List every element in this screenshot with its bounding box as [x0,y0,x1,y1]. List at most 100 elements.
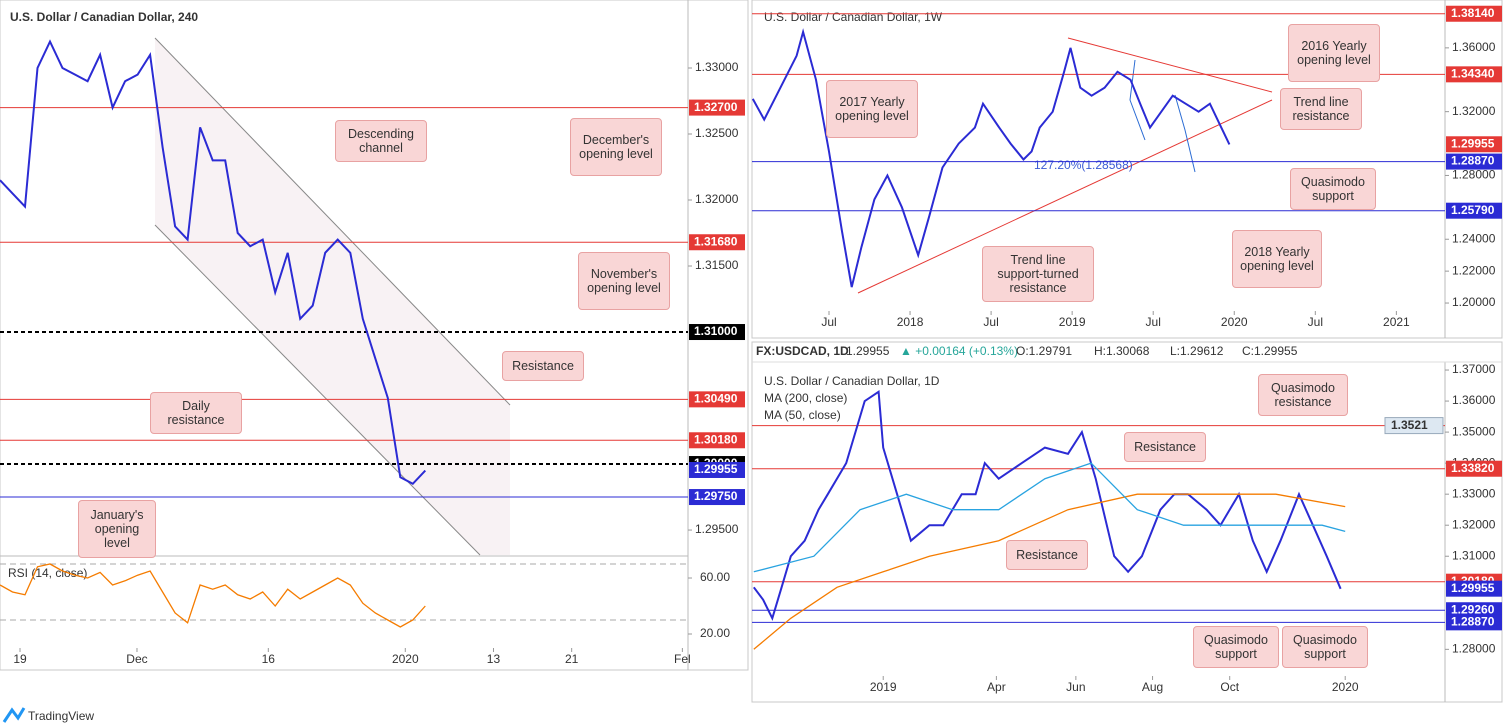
price-marker [689,391,745,408]
y-tick-label: 1.36000 [1452,40,1496,54]
price-marker [1384,417,1444,435]
x-tick-label: Jul [1146,315,1161,329]
moving-average [753,493,1346,650]
price-marker [1446,460,1502,477]
price-marker-label: 1.3521 [1391,418,1428,432]
y-tick-label: 1.32000 [1452,104,1496,118]
indicator-name: MA (200, close) [764,391,847,405]
price-marker [1446,5,1502,22]
quote-change: ▲ +0.00164 (+0.13%) [900,344,1018,358]
price-marker [689,461,745,478]
price-marker-label: 1.29260 [1451,602,1495,616]
price-marker-label: 1.29955 [1451,581,1495,595]
x-tick-label: 2020 [1332,680,1359,694]
x-tick-label: Dec [126,652,147,666]
projection-arrow [1129,59,1146,141]
y-tick-label: 1.22000 [1452,263,1496,277]
x-tick-label: 16 [262,652,276,666]
x-tick-label: 13 [487,652,501,666]
price-marker [1446,136,1502,153]
price-marker-label: 1.38140 [1451,6,1495,20]
annotation: 2016 Yearly opening level [1288,24,1380,82]
x-tick-label: Fel [674,652,691,666]
y-tick-label: 1.32000 [1452,517,1496,531]
trend-line [857,99,1273,294]
annotation: Quasimodo support [1290,168,1376,210]
price-marker-label: 1.33820 [1451,461,1495,475]
rsi-line [0,563,426,628]
price-marker [689,489,745,506]
x-tick-label: 2021 [1383,315,1410,329]
price-marker-label: 1.30180 [694,432,738,446]
x-tick-label: Jul [983,315,998,329]
annotation: Trend line resistance [1280,88,1362,130]
price-marker-label: 1.32700 [694,100,738,114]
x-tick-label: 21 [565,652,579,666]
price-marker-label: 1.25790 [1451,203,1495,217]
annotation: November's opening level [578,252,670,310]
price-marker [689,234,745,251]
y-tick-label: 1.33000 [695,60,739,74]
price-line [0,39,427,486]
price-marker-label: 1.34340 [1451,67,1495,81]
quote-symbol: FX:USDCAD, 1D [756,344,849,358]
annotation: Quasimodo support [1282,626,1368,668]
y-tick-label: 1.33000 [1452,486,1496,500]
chart-title: U.S. Dollar / Canadian Dollar, 1W [764,10,943,24]
annotation: Quasimodo resistance [1258,374,1348,416]
y-tick-label: 1.31000 [1452,548,1496,562]
fib-label: 127.20%(1.28568) [1034,158,1133,172]
price-marker-label: 1.28870 [1451,154,1495,168]
moving-average [753,462,1346,573]
price-marker [1446,580,1502,597]
price-line [751,28,1231,288]
channel-fill [155,38,510,555]
price-marker [689,324,745,341]
price-marker [689,99,745,116]
footer-brand: TradingView [28,709,94,723]
x-tick-label: 2018 [897,315,924,329]
x-tick-label: Jul [1308,315,1323,329]
y-tick-label: 1.32000 [695,192,739,206]
price-marker-label: 1.29955 [1451,136,1495,150]
y-tick-label: 1.24000 [1452,231,1496,245]
price-marker [689,432,745,449]
x-tick-label: Oct [1220,680,1239,694]
quote-last: 1.29955 [846,344,890,358]
indicator-name: MA (50, close) [764,408,841,422]
x-tick-label: Aug [1142,680,1163,694]
annotation: 2018 Yearly opening level [1232,230,1322,288]
x-tick-label: 2020 [392,652,419,666]
indicator-name: RSI (14, close) [8,566,87,580]
annotation: Resistance [502,351,584,381]
price-marker-label: 1.29955 [694,462,738,476]
quote-close: C:1.29955 [1242,344,1298,358]
y-tick-label: 1.28000 [1452,168,1496,182]
quote-low: L:1.29612 [1170,344,1224,358]
price-marker [1446,66,1502,83]
price-marker-label: 1.31680 [694,234,738,248]
price-line [753,390,1342,622]
y-tick-label: 1.29500 [695,522,739,536]
chart-title: U.S. Dollar / Canadian Dollar, 1D [764,374,940,388]
price-marker-label: 1.29750 [694,489,738,503]
price-marker-label: 1.28870 [1451,615,1495,629]
price-marker [1446,614,1502,631]
y-tick-label: 1.20000 [1452,295,1496,309]
price-marker [1446,602,1502,619]
projection-arrow [1174,94,1196,173]
price-marker [1446,202,1502,219]
x-tick-label: 2019 [870,680,897,694]
annotation: Quasimodo support [1193,626,1279,668]
trend-line [1067,37,1273,93]
quote-high: H:1.30068 [1094,344,1150,358]
x-tick-label: 2020 [1221,315,1248,329]
annotation: 2017 Yearly opening level [826,80,918,138]
price-marker-label: 1.30490 [694,392,738,406]
y-tick-label: 1.28000 [1452,642,1496,656]
y-tick-label: 1.31500 [695,258,739,272]
annotation: December's opening level [570,118,662,176]
x-tick-label: 2019 [1059,315,1086,329]
